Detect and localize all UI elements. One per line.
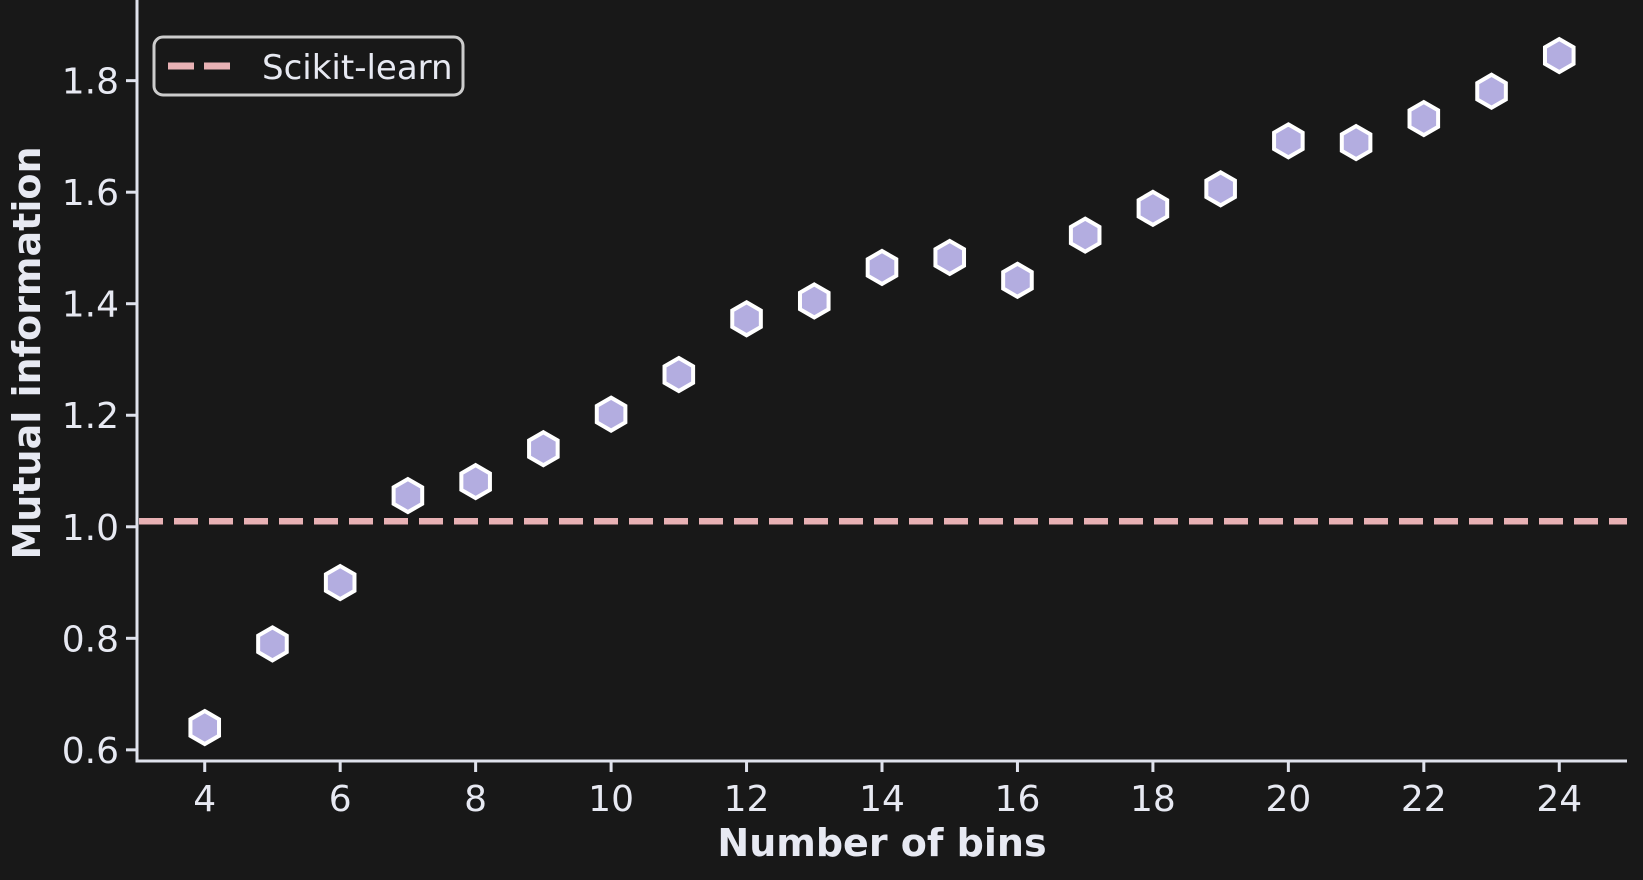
x-tick-label: 6 xyxy=(329,779,352,820)
data-point-hexagon xyxy=(594,395,628,433)
x-tick-label: 20 xyxy=(1265,779,1311,820)
data-point-hexagon xyxy=(188,708,222,747)
y-tick-label: 1.6 xyxy=(62,173,119,214)
x-tick-label: 16 xyxy=(995,779,1041,820)
data-point-hexagon xyxy=(797,282,831,320)
data-point-hexagon xyxy=(933,238,967,277)
data-point-hexagon xyxy=(391,476,425,515)
x-tick-label: 22 xyxy=(1401,779,1447,820)
data-point-hexagon xyxy=(1407,99,1441,138)
x-tick-label: 14 xyxy=(859,779,905,820)
series-layer xyxy=(139,36,1627,747)
x-tick-label: 4 xyxy=(193,779,216,820)
data-point-hexagon xyxy=(1136,189,1170,228)
y-tick-label: 1.8 xyxy=(62,62,119,103)
data-point-hexagon xyxy=(256,625,289,663)
x-tick-label: 12 xyxy=(724,779,770,820)
legend: Scikit-learn xyxy=(152,35,465,97)
y-tick-label: 0.8 xyxy=(62,619,119,660)
y-tick-label: 1.4 xyxy=(62,285,119,326)
y-axis-label: Mutual information xyxy=(5,146,49,559)
data-point-hexagon xyxy=(865,248,899,287)
legend-label: Scikit-learn xyxy=(262,48,453,88)
data-point-hexagon xyxy=(323,563,357,602)
y-tick-label: 1.0 xyxy=(62,508,119,549)
axes-layer: 4 6 8 10 12 14 16 18 20 22 24 0.6 0.8 1.0 1.2 1.4 1.6 1.8 xyxy=(62,0,1627,820)
data-point-hexagon xyxy=(527,429,560,468)
data-point-hexagon xyxy=(662,355,696,394)
data-point-hexagon xyxy=(730,299,763,338)
y-tick-label: 1.2 xyxy=(62,396,119,437)
data-point-hexagon xyxy=(1001,261,1034,300)
x-tick-label: 24 xyxy=(1536,779,1582,820)
x-tick-label: 8 xyxy=(464,779,487,820)
data-point-hexagon xyxy=(459,462,492,501)
x-tick-label: 18 xyxy=(1130,779,1176,820)
data-point-hexagon xyxy=(1542,36,1576,75)
data-point-hexagon xyxy=(1272,122,1305,160)
data-point-hexagon xyxy=(1204,170,1237,208)
legend-box xyxy=(152,35,465,97)
x-axis-label: Number of bins xyxy=(717,821,1046,865)
data-point-hexagon xyxy=(1068,216,1102,254)
x-tick-label: 10 xyxy=(588,779,634,820)
y-tick-label: 0.6 xyxy=(62,731,119,772)
data-point-hexagon xyxy=(1475,72,1508,111)
data-point-hexagon xyxy=(1339,123,1373,162)
